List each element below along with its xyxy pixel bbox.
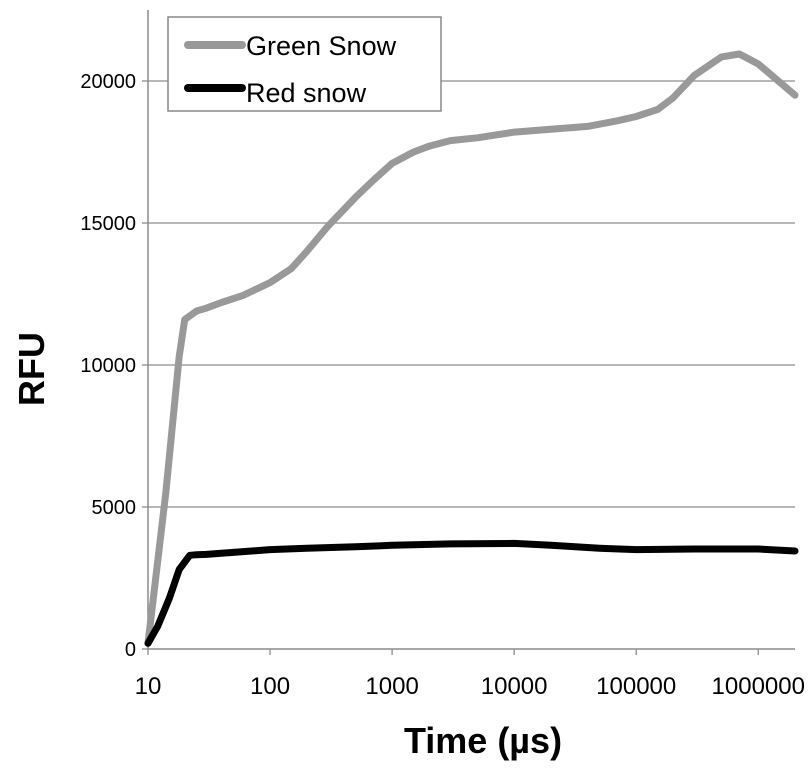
x-tick-label: 100000 — [596, 673, 676, 700]
axes — [142, 10, 795, 655]
x-tick-label: 1000 — [365, 673, 418, 700]
y-tick-label: 15000 — [80, 213, 136, 235]
x-tick-label: 10 — [135, 673, 162, 700]
y-tick-label: 10000 — [80, 355, 136, 377]
legend-label-red-snow: Red snow — [246, 78, 367, 108]
legend-box — [167, 16, 442, 112]
series-lines — [144, 50, 799, 647]
x-tick-label: 1000000 — [712, 673, 805, 700]
series-line-red-snow — [144, 539, 799, 647]
y-axis-title: RFU — [11, 332, 52, 406]
legend-label-green-snow: Green Snow — [246, 31, 397, 61]
x-tick-label: 100 — [250, 673, 290, 700]
series-line-green-snow — [144, 50, 799, 647]
y-tick-label: 0 — [125, 639, 136, 661]
legend: Green Snow Red snow — [167, 16, 442, 112]
x-axis-title: Time (µs) — [404, 720, 562, 761]
x-tick-label: 10000 — [481, 673, 548, 700]
y-tick-label: 20000 — [80, 71, 136, 93]
y-tick-label: 5000 — [92, 497, 137, 519]
tick-labels: 0 5000 10000 15000 20000 10 100 1000 10000 100000… — [80, 71, 805, 700]
